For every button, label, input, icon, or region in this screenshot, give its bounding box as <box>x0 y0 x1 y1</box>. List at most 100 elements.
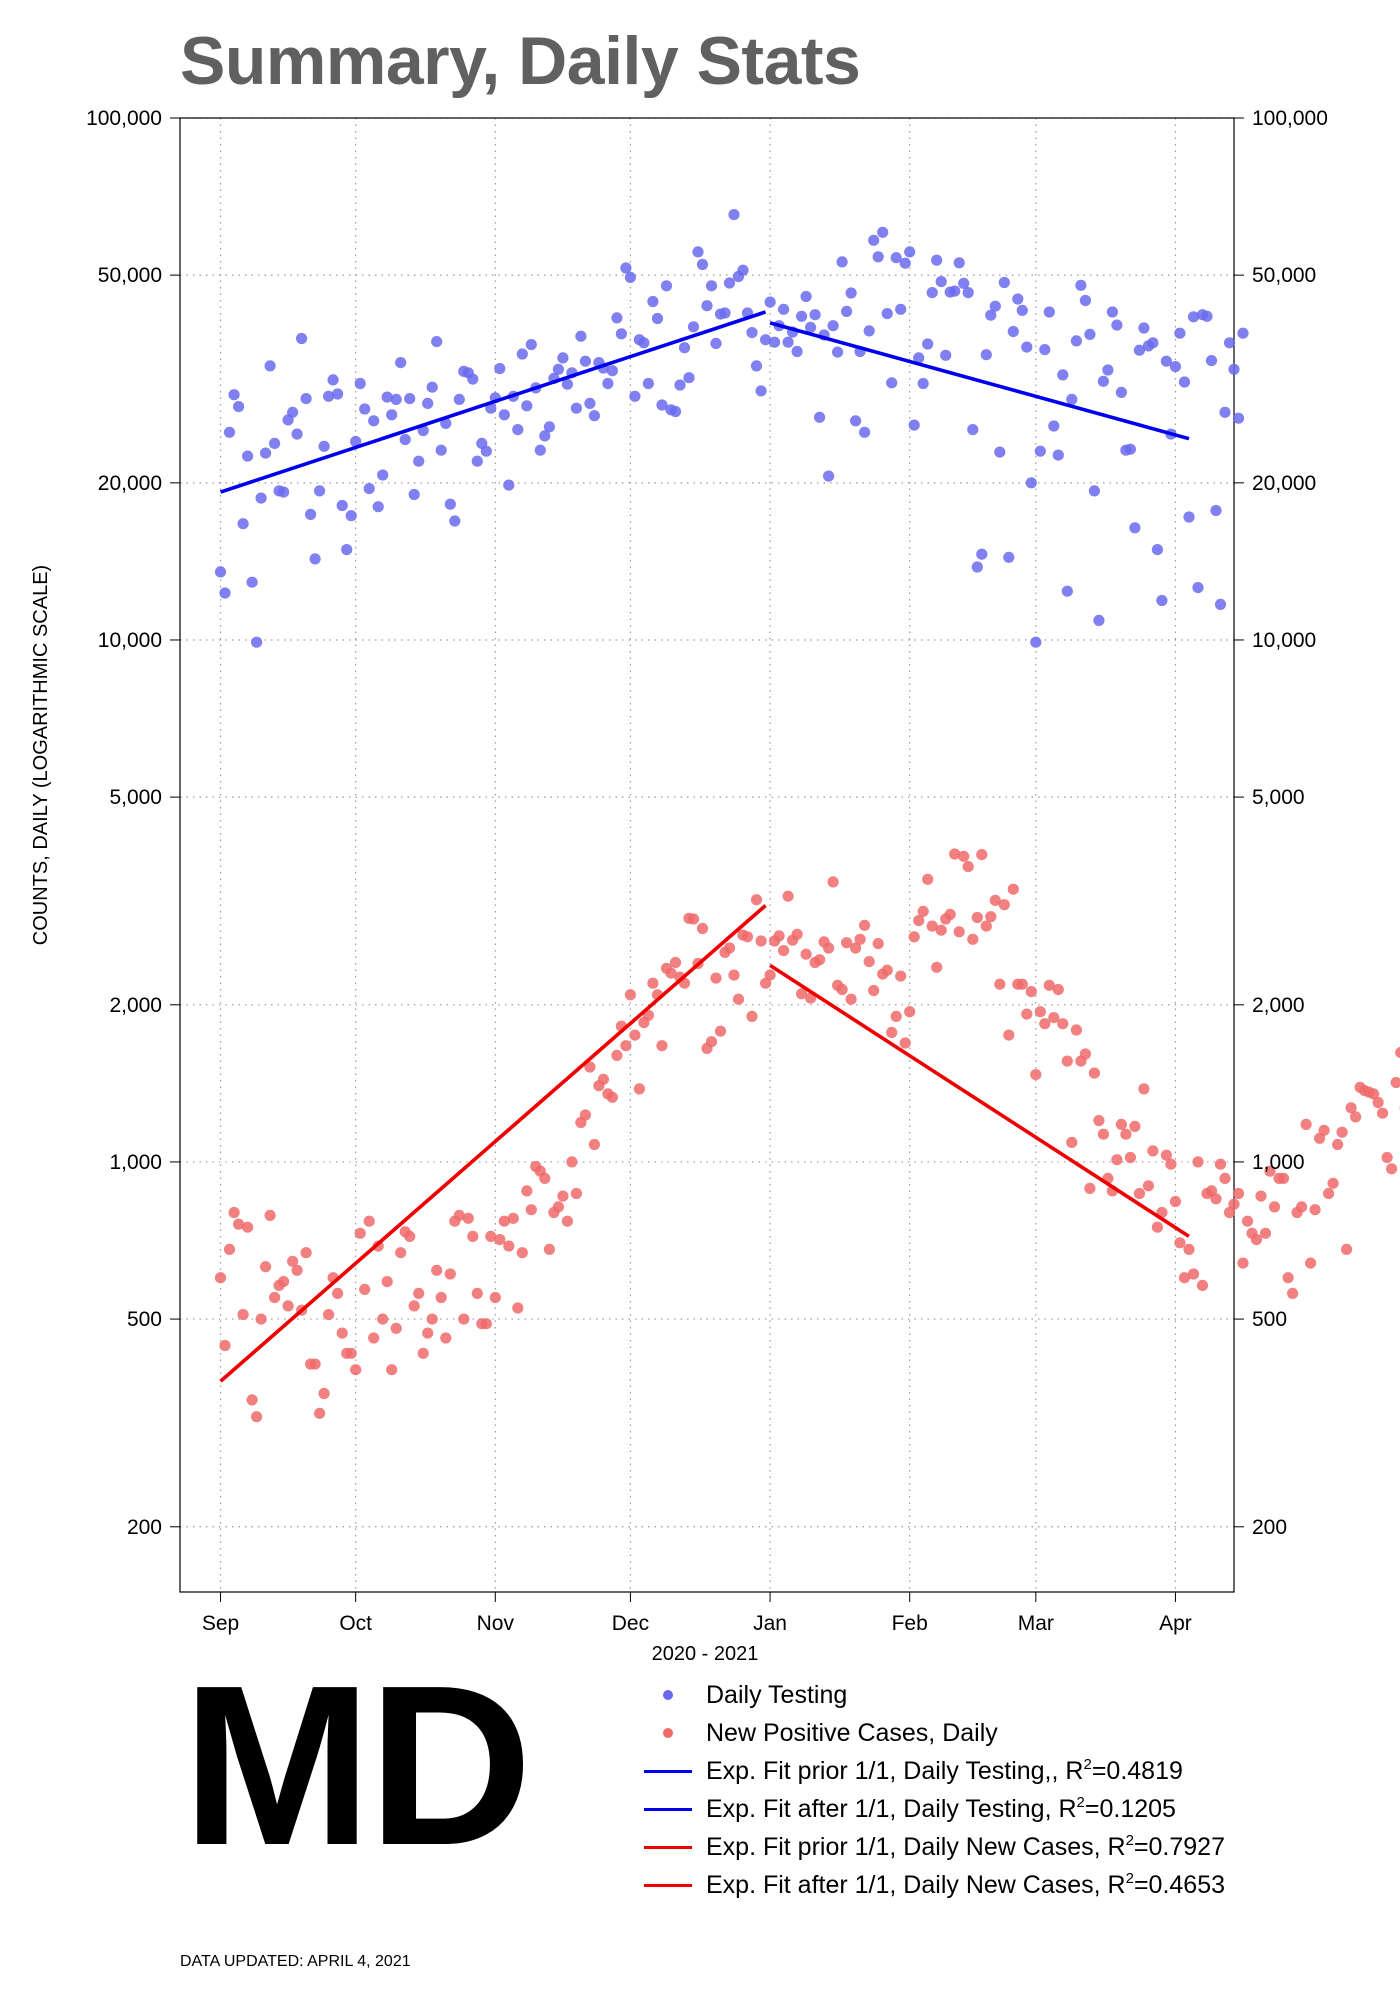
cases-point <box>309 1358 321 1370</box>
cases-point <box>1219 1172 1231 1184</box>
cases-point <box>588 1138 601 1151</box>
cases-point <box>404 1230 416 1242</box>
testing-point <box>1021 341 1033 353</box>
testing-point <box>606 365 619 377</box>
testing-point <box>913 352 925 364</box>
cases-point <box>516 1247 528 1259</box>
testing-point <box>422 397 434 409</box>
cases-point <box>1061 1055 1073 1067</box>
testing-point <box>242 450 254 462</box>
cases-point <box>1021 1008 1033 1020</box>
testing-point <box>251 636 263 648</box>
cases-point <box>895 970 907 982</box>
cases-point <box>931 961 943 973</box>
testing-point <box>1102 364 1114 376</box>
cases-point <box>579 1109 592 1121</box>
cases-point <box>1341 1243 1353 1255</box>
testing-point <box>935 276 947 288</box>
cases-point <box>413 1287 425 1299</box>
testing-point <box>832 346 844 358</box>
testing-point <box>814 411 826 423</box>
cases-point <box>471 1287 483 1299</box>
testing-point <box>345 510 357 522</box>
legend-label: Exp. Fit prior 1/1, Daily New Cases, R2=… <box>706 1832 1225 1861</box>
testing-point <box>611 312 623 324</box>
testing-point <box>647 295 659 308</box>
cases-point <box>368 1332 380 1344</box>
cases-point <box>868 984 880 997</box>
testing-point <box>1003 551 1015 563</box>
testing-point <box>359 403 371 415</box>
legend-line-icon <box>640 1752 696 1790</box>
testing-point <box>1093 614 1105 627</box>
testing-point <box>1079 294 1091 307</box>
testing-point <box>233 401 245 413</box>
testing-point <box>494 363 506 375</box>
testing-point <box>332 388 344 400</box>
cases-point <box>1377 1107 1389 1119</box>
legend-label: Exp. Fit after 1/1, Daily New Cases, R2=… <box>706 1870 1226 1899</box>
testing-point <box>503 479 515 491</box>
cases-point <box>260 1261 272 1273</box>
testing-point <box>967 424 979 436</box>
cases-point <box>796 988 808 1000</box>
page-title: Summary, Daily Stats <box>180 23 861 99</box>
cases-point <box>1088 1067 1100 1079</box>
cases-point <box>1039 1018 1051 1030</box>
testing-point <box>836 256 848 268</box>
cases-point <box>953 926 965 938</box>
testing-point <box>539 430 551 442</box>
testing-point <box>372 501 384 513</box>
testing-point <box>552 363 565 375</box>
cases-point <box>917 905 929 918</box>
testing-point <box>377 469 389 481</box>
cases-point <box>1007 883 1019 895</box>
testing-point <box>796 310 808 322</box>
cases-point <box>967 933 979 945</box>
cases-point <box>1223 1206 1236 1219</box>
testing-point <box>404 393 416 405</box>
cases-point <box>314 1407 326 1419</box>
cases-point <box>1296 1201 1308 1213</box>
cases-point <box>611 1049 623 1061</box>
cases-point <box>1174 1237 1186 1249</box>
cases-point <box>350 1364 362 1376</box>
testing-point <box>426 381 438 393</box>
cases-point <box>408 1300 420 1312</box>
cases-point <box>1268 1201 1281 1213</box>
y-tick-label-left: 2,000 <box>109 994 162 1017</box>
cases-point <box>1327 1177 1339 1189</box>
legend-line-icon <box>640 1828 696 1866</box>
legend-label: Daily Testing <box>706 1681 848 1709</box>
testing-point <box>534 444 546 456</box>
cases-point <box>881 964 893 976</box>
cases-point <box>841 937 853 949</box>
testing-point <box>696 258 709 271</box>
testing-point <box>845 287 857 299</box>
testing-point <box>669 405 682 418</box>
cases-point <box>336 1327 348 1339</box>
cases-point <box>359 1283 371 1295</box>
cases-point <box>1084 1182 1096 1194</box>
testing-point <box>1057 369 1069 381</box>
testing-point <box>705 280 718 292</box>
cases-point <box>890 1010 902 1023</box>
cases-point <box>323 1309 335 1321</box>
testing-point <box>922 338 934 350</box>
testing-point <box>386 409 398 421</box>
testing-point <box>300 393 312 405</box>
testing-point <box>678 342 691 354</box>
cases-point <box>1057 1018 1069 1030</box>
testing-point <box>791 345 803 358</box>
testing-point <box>746 327 758 339</box>
testing-point <box>1156 594 1168 607</box>
cases-point <box>381 1276 393 1288</box>
cases-point <box>935 924 947 936</box>
testing-point <box>701 300 713 312</box>
testing-point <box>413 455 425 467</box>
y-tick-label-right: 1,000 <box>1252 1151 1305 1174</box>
cases-point <box>1124 1151 1136 1164</box>
testing-point <box>620 262 632 274</box>
testing-point <box>1016 304 1028 316</box>
cases-point <box>300 1247 312 1259</box>
